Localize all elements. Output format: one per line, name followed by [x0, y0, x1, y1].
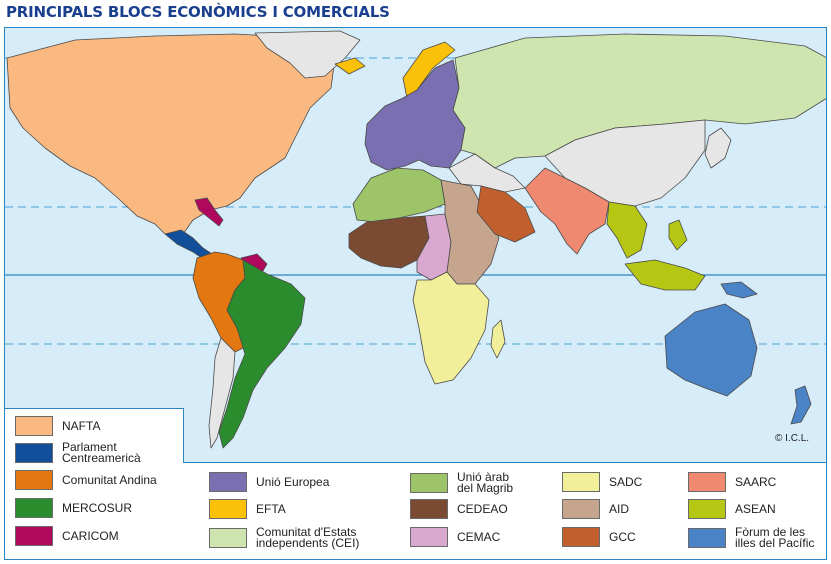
legend-swatch: [562, 499, 600, 519]
legend-swatch: [15, 526, 53, 546]
legend-label: SADC: [609, 474, 643, 489]
legend-swatch: [15, 498, 53, 518]
legend-swatch: [15, 416, 53, 436]
legend-swatch: [410, 527, 448, 547]
region-caricom: [194, 197, 224, 227]
legend-label: CEMAC: [457, 529, 501, 544]
legend-label: NAFTA: [62, 418, 101, 433]
legend-swatch: [688, 499, 726, 519]
legend-label: CARICOM: [62, 528, 119, 543]
region-efta-iceland: [334, 57, 366, 75]
legend-item: Comunitat d'Estats independents (CEI): [209, 525, 360, 550]
legend-item: EFTA: [209, 499, 286, 519]
legend-item: Fòrum de les illes del Pacífic: [688, 525, 815, 550]
legend-item: Unió Europea: [209, 472, 329, 492]
legend-swatch: [410, 499, 448, 519]
legend-swatch: [15, 470, 53, 490]
legend-label: SAARC: [735, 474, 777, 489]
legend-item: GCC: [562, 527, 636, 547]
region-pif-nz: [790, 385, 812, 425]
region-japan: [704, 127, 732, 169]
legend-label: EFTA: [256, 501, 286, 516]
legend-swatch: [15, 443, 53, 463]
legend-swatch: [209, 472, 247, 492]
region-saarc: [524, 167, 610, 255]
legend-label: CEDEAO: [457, 501, 508, 516]
legend-swatch: [562, 472, 600, 492]
region-asean: [606, 201, 648, 259]
legend-swatch: [562, 527, 600, 547]
region-mercosur: [218, 259, 306, 449]
legend-item: NAFTA: [15, 416, 100, 436]
region-philippines: [668, 219, 688, 251]
legend-item: Parlament Centreamericà: [15, 440, 141, 465]
legend-item: SADC: [562, 472, 642, 492]
legend-item: Comunitat Andina: [15, 470, 157, 490]
legend-item: SAARC: [688, 472, 776, 492]
legend-swatch: [410, 473, 448, 493]
credit-label: © I.C.L.: [775, 433, 810, 444]
legend-label: MERCOSUR: [62, 500, 133, 515]
legend-label: Unió Europea: [256, 474, 330, 489]
legend-item: CEMAC: [410, 527, 500, 547]
region-madagascar: [490, 319, 506, 359]
region-gcc: [476, 185, 536, 243]
legend-item: AID: [562, 499, 629, 519]
region-pif-png: [720, 281, 758, 299]
legend-swatch: [209, 528, 247, 548]
legend-label: Comunitat Andina: [62, 472, 157, 487]
legend-item: CEDEAO: [410, 499, 508, 519]
region-sadc: [412, 271, 490, 385]
legend-item: MERCOSUR: [15, 498, 132, 518]
map-title: PRINCIPALS BLOCS ECONÒMICS I COMERCIALS: [6, 3, 390, 21]
legend-label: Fòrum de les illes del Pacífic: [735, 525, 815, 550]
legend-item: CARICOM: [15, 526, 119, 546]
legend-label: Comunitat d'Estats independents (CEI): [256, 525, 360, 550]
legend-swatch: [209, 499, 247, 519]
legend-swatch: [688, 472, 726, 492]
legend-label: Unió àrab del Magrib: [457, 470, 514, 495]
region-asean-islands: [624, 259, 706, 291]
legend-label: ASEAN: [735, 501, 776, 516]
legend-swatch: [688, 528, 726, 548]
legend-item: ASEAN: [688, 499, 776, 519]
legend-label: Parlament Centreamericà: [62, 440, 141, 465]
legend-label: AID: [609, 501, 630, 516]
legend-item: Unió àrab del Magrib: [410, 470, 514, 495]
region-chile: [208, 337, 236, 449]
legend-label: GCC: [609, 529, 636, 544]
region-greenland: [254, 30, 361, 79]
region-pif-australia: [664, 303, 758, 397]
